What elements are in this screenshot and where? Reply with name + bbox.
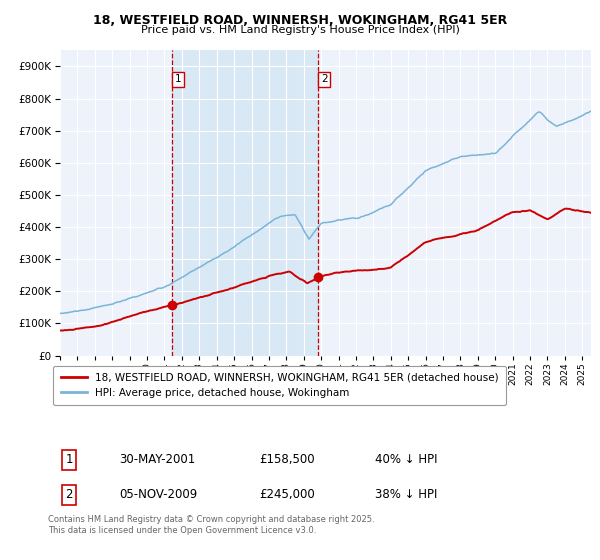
Text: 30-MAY-2001: 30-MAY-2001	[119, 454, 196, 466]
Text: 1: 1	[65, 454, 73, 466]
Legend: 18, WESTFIELD ROAD, WINNERSH, WOKINGHAM, RG41 5ER (detached house), HPI: Average: 18, WESTFIELD ROAD, WINNERSH, WOKINGHAM,…	[53, 366, 506, 405]
Text: 05-NOV-2009: 05-NOV-2009	[119, 488, 197, 501]
Text: Contains HM Land Registry data © Crown copyright and database right 2025.
This d: Contains HM Land Registry data © Crown c…	[48, 515, 374, 535]
Text: 38% ↓ HPI: 38% ↓ HPI	[376, 488, 438, 501]
Text: £245,000: £245,000	[259, 488, 315, 501]
Text: 2: 2	[321, 74, 328, 85]
Text: Price paid vs. HM Land Registry's House Price Index (HPI): Price paid vs. HM Land Registry's House …	[140, 25, 460, 35]
Text: 18, WESTFIELD ROAD, WINNERSH, WOKINGHAM, RG41 5ER: 18, WESTFIELD ROAD, WINNERSH, WOKINGHAM,…	[93, 14, 507, 27]
Text: 1: 1	[175, 74, 181, 85]
Text: 2: 2	[65, 488, 73, 501]
Bar	[172, 50, 319, 356]
Text: 40% ↓ HPI: 40% ↓ HPI	[376, 454, 438, 466]
Text: £158,500: £158,500	[259, 454, 315, 466]
